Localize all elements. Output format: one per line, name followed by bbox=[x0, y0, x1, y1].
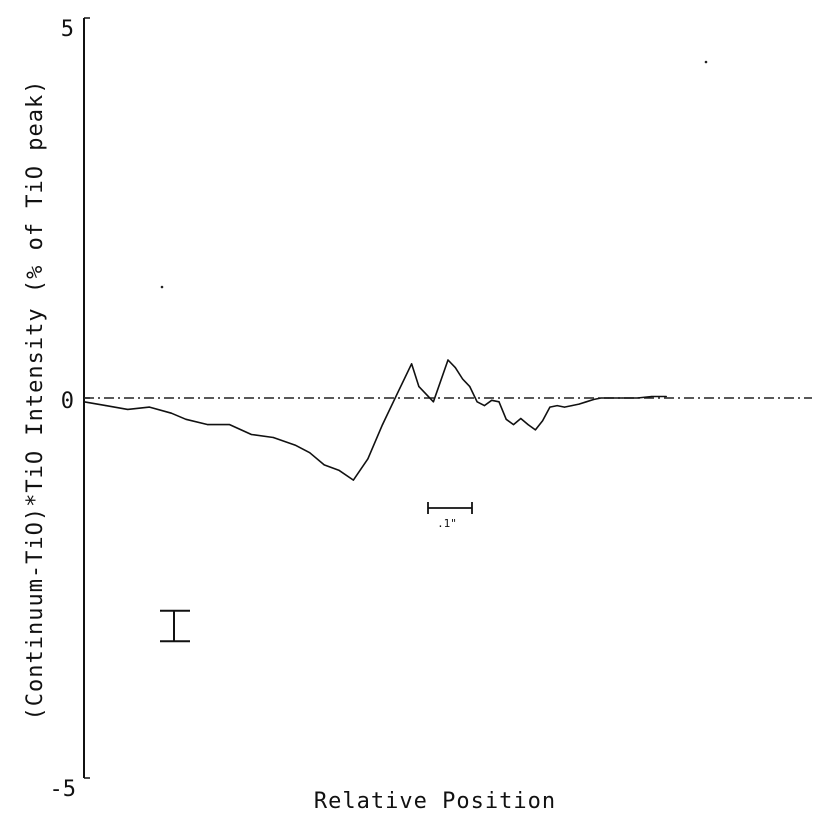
data-point bbox=[272, 436, 274, 439]
data-point bbox=[563, 406, 566, 408]
y-tick-label-zero: 0 bbox=[61, 389, 74, 414]
data-point bbox=[512, 424, 515, 426]
data-point bbox=[469, 386, 471, 388]
data-point bbox=[542, 420, 544, 422]
data-point bbox=[447, 359, 449, 361]
data-point bbox=[593, 398, 595, 401]
data-point bbox=[105, 405, 107, 407]
data-point bbox=[229, 424, 231, 426]
data-point bbox=[418, 386, 420, 388]
data-point bbox=[491, 399, 493, 401]
data-point bbox=[432, 401, 434, 403]
stray-dot bbox=[704, 60, 708, 64]
data-point bbox=[462, 378, 464, 380]
scale-bar-label: .1" bbox=[437, 517, 457, 530]
y-axis-title: (Continuum-TiO)*TiO Intensity (% of TiO … bbox=[23, 79, 48, 720]
data-point bbox=[651, 395, 653, 398]
x-axis-title: Relative Position bbox=[314, 789, 556, 814]
data-point bbox=[338, 469, 340, 471]
data-point bbox=[505, 418, 507, 420]
data-point bbox=[571, 405, 573, 407]
data-point bbox=[556, 405, 558, 407]
data-point bbox=[185, 418, 187, 420]
data-point bbox=[367, 458, 369, 460]
data-point bbox=[527, 424, 529, 426]
data-point bbox=[411, 363, 413, 365]
data-point bbox=[294, 444, 296, 446]
data-point bbox=[549, 406, 551, 408]
data-point bbox=[585, 401, 587, 403]
y-tick-label-top: 5 bbox=[61, 17, 74, 42]
data-point bbox=[483, 405, 485, 407]
data-point bbox=[607, 397, 609, 399]
data-point bbox=[396, 393, 398, 395]
data-point bbox=[127, 408, 129, 410]
data-point bbox=[170, 412, 172, 414]
data-point bbox=[534, 429, 537, 431]
stray-dot bbox=[160, 285, 164, 289]
data-point bbox=[207, 424, 209, 426]
data-point bbox=[454, 367, 456, 369]
data-point bbox=[309, 452, 311, 454]
data-point bbox=[83, 401, 85, 403]
data-point bbox=[148, 406, 151, 408]
data-point bbox=[665, 395, 668, 398]
data-point bbox=[622, 397, 624, 399]
data-point bbox=[600, 397, 602, 399]
data-point bbox=[381, 424, 384, 426]
data-point bbox=[520, 417, 522, 420]
data-point bbox=[352, 479, 354, 481]
data-point bbox=[250, 433, 252, 436]
series-line bbox=[83, 359, 667, 481]
y-tick-label-bottom: -5 bbox=[50, 777, 77, 802]
scale-bar: .1" bbox=[427, 502, 473, 530]
error-bar bbox=[160, 609, 190, 643]
data-point bbox=[578, 403, 580, 405]
data-point bbox=[476, 401, 478, 403]
data-point bbox=[636, 397, 638, 399]
data-point bbox=[323, 464, 325, 466]
data-point bbox=[498, 401, 500, 403]
